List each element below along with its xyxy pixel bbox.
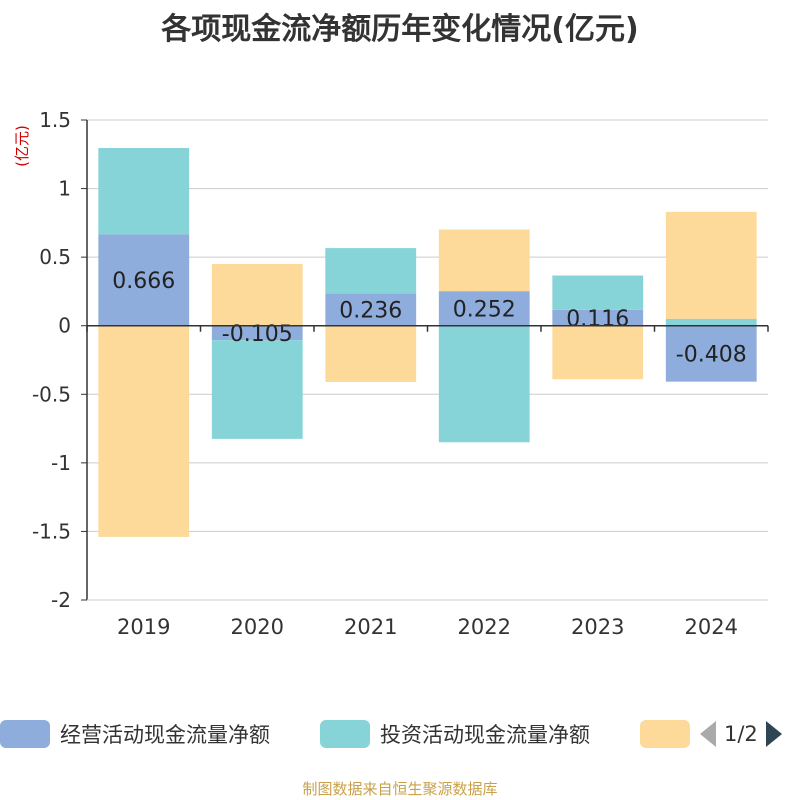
bar-s3-2020 bbox=[211, 264, 303, 326]
y-tick-label: 0 bbox=[58, 314, 71, 338]
legend-pager: 1/2 bbox=[700, 716, 782, 752]
legend-next-icon[interactable] bbox=[765, 721, 782, 747]
bar-s1-2020 bbox=[211, 325, 303, 341]
chart-title: 各项现金流净额历年变化情况(亿元) bbox=[161, 12, 639, 47]
bar-s3-2022 bbox=[438, 229, 530, 292]
bar-s2-2021 bbox=[325, 248, 417, 294]
bar-s1-2021 bbox=[325, 293, 417, 326]
legend-swatch-operating bbox=[0, 720, 50, 748]
bar-s2-2023 bbox=[552, 275, 644, 310]
legend-item-financing[interactable] bbox=[640, 716, 700, 752]
bar-s2-2024 bbox=[665, 318, 757, 326]
y-axis-unit-label: (亿元) bbox=[13, 125, 31, 167]
legend-item-operating[interactable]: 经营活动现金流量净额 bbox=[0, 716, 270, 752]
x-tick-label: 2022 bbox=[458, 615, 511, 639]
data-label-2024: -0.408 bbox=[676, 343, 747, 368]
legend-swatch-financing bbox=[640, 720, 690, 748]
bar-s1-2024 bbox=[665, 325, 757, 382]
legend: 经营活动现金流量净额 投资活动现金流量净额 1/2 bbox=[0, 716, 800, 752]
y-tick-label: 1.5 bbox=[39, 108, 71, 132]
bar-s2-2020 bbox=[211, 340, 303, 439]
bar-s3-2023 bbox=[552, 325, 644, 380]
legend-swatch-investing bbox=[320, 720, 370, 748]
x-tick-label: 2023 bbox=[571, 615, 624, 639]
data-label-2019: 0.666 bbox=[112, 269, 175, 294]
legend-page-indicator: 1/2 bbox=[724, 722, 758, 746]
legend-prev-icon[interactable] bbox=[700, 721, 716, 747]
data-label-2023: 0.116 bbox=[566, 307, 629, 332]
y-tick-label: 1 bbox=[58, 177, 71, 201]
x-tick-label: 2019 bbox=[117, 615, 170, 639]
bar-s3-2024 bbox=[665, 211, 757, 319]
bar-s1-2022 bbox=[438, 291, 530, 326]
bar-s2-2022 bbox=[438, 325, 530, 443]
legend-label-investing: 投资活动现金流量净额 bbox=[380, 723, 590, 747]
y-tick-label: 0.5 bbox=[39, 245, 71, 269]
y-tick-label: -2 bbox=[51, 588, 71, 612]
legend-item-investing[interactable]: 投资活动现金流量净额 bbox=[320, 716, 590, 752]
y-tick-label: -1.5 bbox=[32, 519, 71, 543]
y-tick-label: -1 bbox=[51, 451, 71, 475]
bar-s3-2019 bbox=[98, 325, 190, 537]
x-tick-label: 2021 bbox=[344, 615, 397, 639]
bar-s1-2023 bbox=[552, 309, 644, 326]
bar-s1-2019 bbox=[98, 234, 190, 326]
source-footer: 制图数据来自恒生聚源数据库 bbox=[302, 780, 498, 798]
data-label-2021: 0.236 bbox=[339, 299, 402, 324]
data-label-2022: 0.252 bbox=[453, 297, 516, 322]
x-tick-label: 2020 bbox=[231, 615, 284, 639]
x-tick-label: 2024 bbox=[685, 615, 738, 639]
legend-label-operating: 经营活动现金流量净额 bbox=[60, 723, 270, 747]
bar-s3-2021 bbox=[325, 325, 417, 382]
y-tick-label: -0.5 bbox=[32, 382, 71, 406]
bar-s2-2019 bbox=[98, 147, 190, 235]
